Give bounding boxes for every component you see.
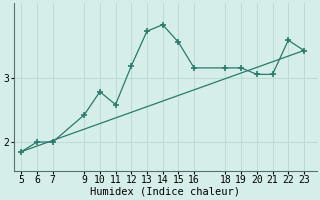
X-axis label: Humidex (Indice chaleur): Humidex (Indice chaleur): [90, 187, 240, 197]
